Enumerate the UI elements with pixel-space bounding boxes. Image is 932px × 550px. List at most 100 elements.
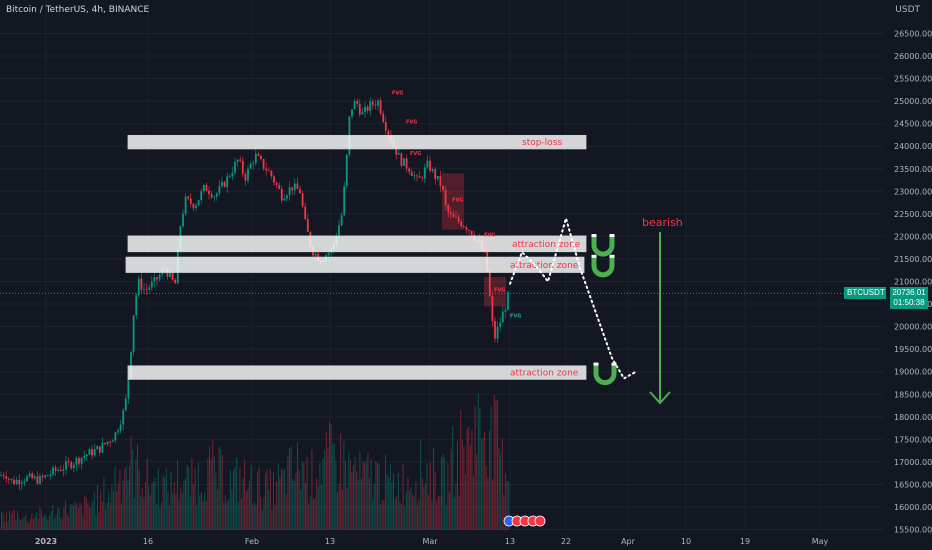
candle-body <box>39 476 41 484</box>
candle-body <box>127 378 130 399</box>
volume-bar <box>402 463 404 530</box>
volume-bar <box>410 487 412 530</box>
zone-box[interactable] <box>125 256 585 273</box>
volume-bar <box>343 441 345 530</box>
volume-bar <box>237 501 239 530</box>
volume-bar <box>185 478 186 530</box>
volume-bar <box>327 447 329 530</box>
volume-bar <box>133 498 135 530</box>
candle-body <box>5 476 8 479</box>
candle-body <box>156 277 158 280</box>
volume-bar <box>412 494 414 530</box>
volume-bar <box>394 499 396 530</box>
candle-body <box>442 186 444 190</box>
zone-box[interactable] <box>127 235 587 253</box>
event-icon[interactable] <box>534 515 546 527</box>
candle-body <box>119 424 122 431</box>
candle-body <box>213 196 216 198</box>
volume-bar <box>370 459 372 530</box>
volume-bar <box>212 440 214 530</box>
candle-body <box>223 181 226 187</box>
volume-bar <box>85 498 87 530</box>
volume-bar <box>309 496 311 530</box>
volume-bar <box>498 448 500 530</box>
volume-bar <box>292 478 294 530</box>
zone-box[interactable] <box>127 134 587 150</box>
candle-body <box>351 109 353 117</box>
volume-bar <box>37 519 39 530</box>
volume-bar <box>231 489 233 530</box>
candle-body <box>78 457 80 464</box>
volume-bar <box>418 499 420 530</box>
volume-bar <box>87 503 89 530</box>
volume-bar <box>233 469 234 530</box>
volume-bar <box>506 481 508 530</box>
zone-box[interactable] <box>127 365 587 380</box>
price-axis[interactable]: 15500.00 16000.00 16500.00 17000.00 17500.00… <box>894 29 932 534</box>
volume-bar <box>372 499 374 530</box>
volume-bar <box>49 515 50 530</box>
event-icons[interactable] <box>503 515 546 527</box>
candle-body <box>80 457 83 464</box>
volume-bar <box>354 457 356 530</box>
volume-bar <box>69 505 71 530</box>
candle-body <box>356 100 359 104</box>
volume-bar <box>225 495 226 530</box>
time-tick-label: 10 <box>681 537 691 546</box>
candle-body <box>405 158 408 169</box>
volume-bar <box>10 513 12 530</box>
price-tick-label: 21000.00 <box>894 278 932 287</box>
volume-bar <box>433 448 434 530</box>
candle-body <box>145 289 148 291</box>
volume-bar <box>180 488 182 530</box>
volume-bar <box>172 493 174 530</box>
volume-bar <box>153 481 154 530</box>
candle-body <box>83 456 86 458</box>
candle-body <box>418 176 421 178</box>
volume-bar <box>12 510 14 530</box>
volume-bar <box>361 478 362 530</box>
volume-bar <box>477 393 479 530</box>
volume-bar <box>397 472 399 530</box>
volume-bar <box>466 428 468 530</box>
candle-body <box>301 193 304 207</box>
volume-bar <box>247 488 249 530</box>
candle-body <box>67 461 70 463</box>
volume-bar <box>194 468 196 530</box>
candle-body <box>257 153 260 156</box>
volume-bar <box>18 518 20 530</box>
candle-body <box>366 106 369 112</box>
volume-bar <box>258 467 260 530</box>
candle-body <box>247 168 249 181</box>
volume-bar <box>313 498 314 530</box>
volume-bar <box>223 502 225 530</box>
volume-bar <box>50 511 52 530</box>
volume-bar <box>92 501 94 530</box>
volume-bar <box>175 494 177 530</box>
candle-body <box>153 277 156 282</box>
volume-bar <box>169 505 170 530</box>
candle-body <box>28 473 31 477</box>
volume-bar <box>332 443 334 530</box>
volume-bar <box>138 469 140 530</box>
volume-bar <box>492 479 494 530</box>
volume-bar <box>303 462 305 530</box>
time-tick-label: May <box>812 537 829 546</box>
volume-bar <box>111 484 113 530</box>
volume-bar <box>226 502 228 530</box>
candle-body <box>215 193 218 197</box>
volume-bar <box>236 457 238 530</box>
symbol-header[interactable]: Bitcoin / TetherUS, 4h, BINANCE <box>6 5 149 15</box>
volume-bar <box>497 399 498 530</box>
volume-bar <box>290 446 292 530</box>
volume-bar <box>255 505 257 530</box>
price-tick-label: 25000.00 <box>894 97 932 106</box>
volume-bar <box>5 511 7 530</box>
fvg-label: FVG <box>452 197 463 203</box>
time-axis[interactable]: 2023 16 Feb 13 Mar 13 22 Apr 10 19 May <box>35 537 829 546</box>
volume-bar <box>199 494 201 530</box>
magnet-body <box>591 256 615 278</box>
volume-bar <box>98 512 100 530</box>
volume-bar <box>39 506 41 530</box>
